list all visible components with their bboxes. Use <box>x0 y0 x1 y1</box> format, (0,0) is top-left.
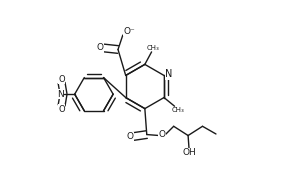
Text: O⁻: O⁻ <box>124 27 136 36</box>
Text: O: O <box>127 132 134 141</box>
Text: OH: OH <box>182 148 196 157</box>
Text: N: N <box>165 70 173 79</box>
Text: O: O <box>58 105 65 114</box>
Text: CH₃: CH₃ <box>172 107 185 113</box>
Text: O: O <box>97 43 103 52</box>
Text: N: N <box>57 90 64 99</box>
Text: CH₃: CH₃ <box>146 45 159 51</box>
Text: O: O <box>159 130 166 139</box>
Text: O: O <box>58 75 65 84</box>
